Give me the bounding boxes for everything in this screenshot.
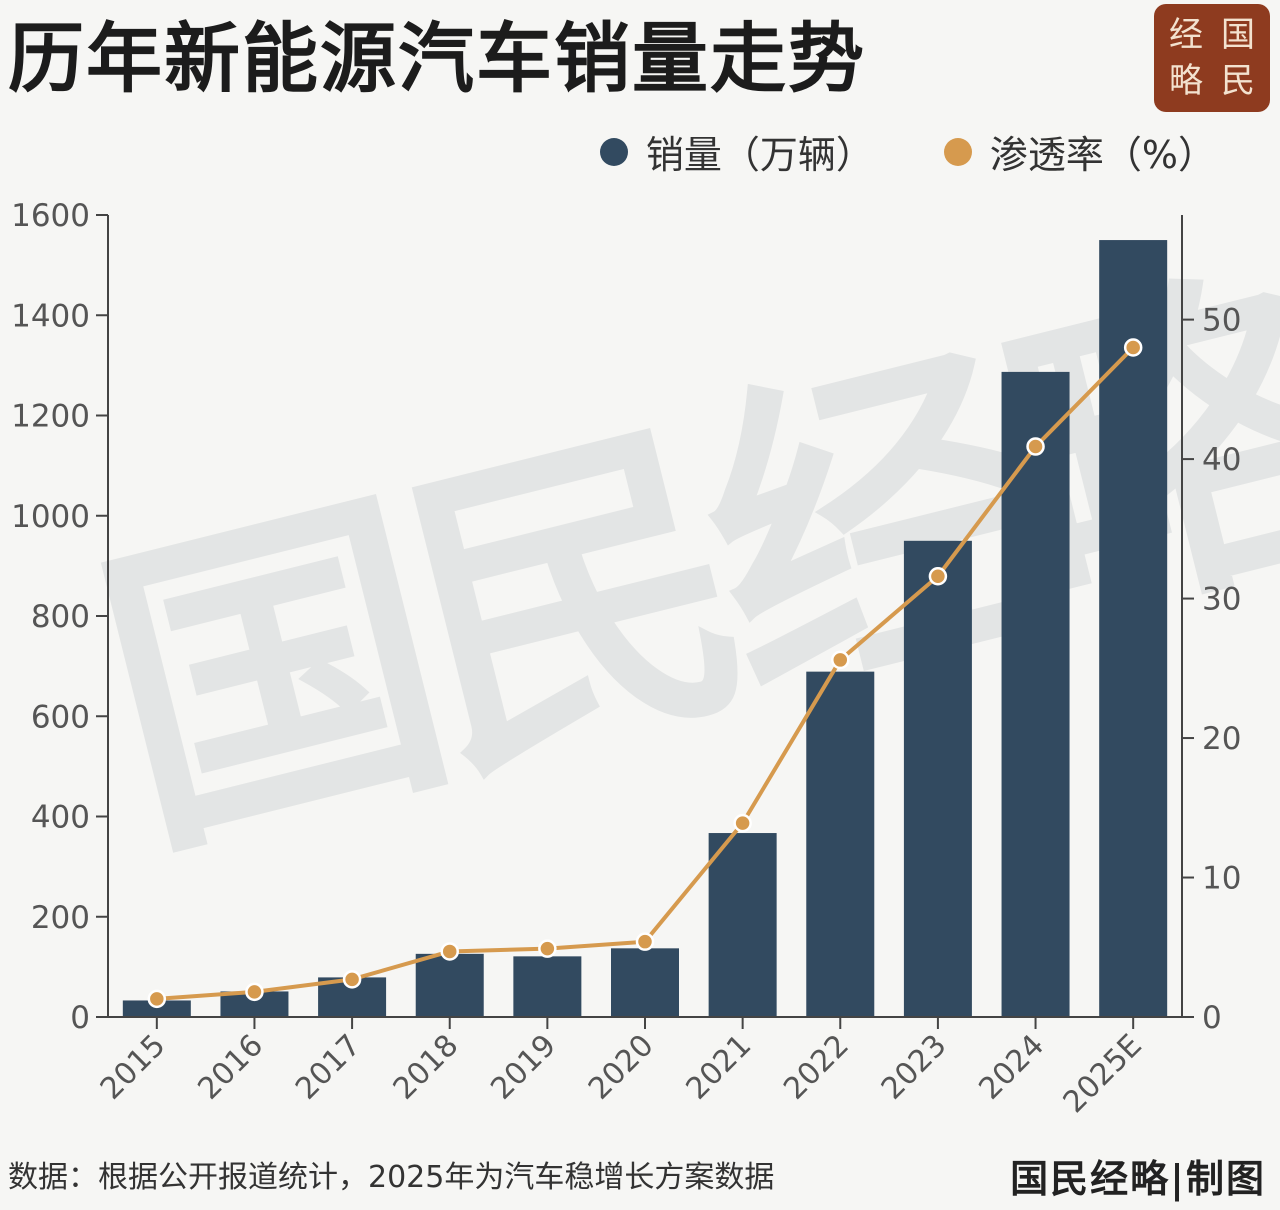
penetration-point-2025E [1123,338,1143,357]
chart-title: 历年新能源汽车销量走势 [8,14,866,103]
penetration-point-2019 [538,939,557,958]
legend-dot-penetration-icon [943,137,972,166]
x-tick-label: 2016 [191,1028,270,1107]
brand-credit: 国民经略|制图 [1010,1156,1266,1201]
x-tick-label: 2018 [387,1028,466,1107]
penetration-point-2021 [733,813,752,833]
bar-2023 [903,540,972,1017]
y-left-tick-label: 200 [31,900,90,936]
penetration-point-2017 [342,970,362,989]
penetration-point-2024 [1026,437,1045,456]
penetration-point-2015 [147,989,167,1009]
penetration-point-2016 [245,982,264,1002]
seal-char: 经 [1169,15,1203,55]
bar-2020 [611,948,679,1017]
bar-2018 [415,953,484,1017]
y-left-tick-label: 0 [70,1000,90,1036]
x-tick-label: 2017 [289,1028,368,1107]
x-tick-label: 2024 [972,1028,1051,1107]
bar-2022 [806,671,875,1017]
legend-label-penetration: 渗透率（%） [989,133,1216,177]
legend-dot-sales-icon [599,137,628,166]
y-left-tick-label: 400 [31,800,90,836]
x-tick-label: 2023 [875,1028,954,1107]
brand-seal-logo: 经 国 略 民 [1154,4,1270,112]
y-left-tick-label: 1400 [11,298,90,334]
legend-label-sales: 销量（万辆） [645,133,874,177]
y-left-tick-label: 600 [31,699,90,735]
y-left-tick-label: 1600 [11,198,90,234]
penetration-point-2020 [635,932,655,951]
y-right-tick-label: 40 [1202,442,1241,478]
y-right-tick-label: 20 [1202,721,1241,757]
chart-legend: 销量（万辆） 渗透率（%） [599,124,1216,179]
y-right-tick-label: 10 [1202,861,1241,897]
x-tick-label: 2015 [94,1028,173,1107]
x-tick-label: 2020 [582,1028,661,1107]
chart-plot: 0 200 400 600 800 1000 1200 1400 1600 0 10 20 30 40 50… [11,198,1241,1120]
bar-2019 [513,956,582,1017]
x-tick-label: 2022 [777,1028,856,1107]
y-left-tick-label: 1200 [11,399,90,435]
seal-char: 国 [1221,15,1255,55]
bar-2021 [708,833,777,1017]
penetration-point-2018 [440,942,459,961]
legend-item-penetration: 渗透率（%） [943,124,1216,179]
y-left-tick-label: 1000 [11,499,90,535]
data-source-note: 数据：根据公开报道统计，2025年为汽车稳增长方案数据 [8,1160,775,1195]
legend-item-sales: 销量（万辆） [599,124,874,179]
bar-2015 [122,1000,191,1017]
penetration-point-2023 [928,566,948,586]
seal-char: 民 [1221,61,1255,101]
penetration-point-2022 [831,650,850,670]
y-left-tick-label: 800 [31,599,90,635]
y-right-tick-label: 50 [1202,303,1241,339]
penetration-line [156,346,1135,1001]
bar-2024 [1001,371,1070,1017]
y-right-tick-label: 0 [1202,1000,1222,1036]
x-tick-label: 2021 [680,1028,759,1107]
y-right-tick-label: 30 [1202,582,1241,618]
seal-char: 略 [1169,61,1203,101]
x-tick-label: 2019 [484,1028,563,1107]
x-tick-label: 2025E [1057,1028,1149,1120]
